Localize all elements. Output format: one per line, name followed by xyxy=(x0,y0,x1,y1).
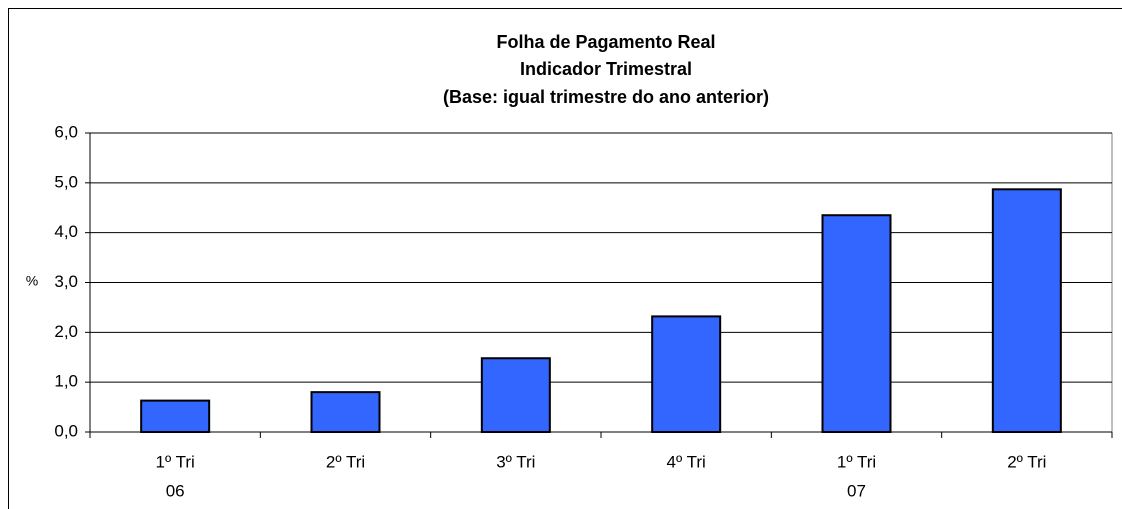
chart-subtitle: Indicador Trimestral xyxy=(520,59,692,79)
x-tick-label: 2º Tri xyxy=(1007,452,1046,471)
y-tick-label: 3,0 xyxy=(54,272,78,291)
x-tick-label: 3º Tri xyxy=(496,452,535,471)
bar xyxy=(140,399,211,434)
chart-border xyxy=(8,8,1122,509)
chart-subtitle: (Base: igual trimestre do ano anterior) xyxy=(443,87,769,107)
x-group-label: 07 xyxy=(847,481,866,500)
bar xyxy=(310,391,381,433)
y-tick-label: 6,0 xyxy=(54,122,78,141)
bar xyxy=(821,214,892,433)
x-group-label: 06 xyxy=(166,481,185,500)
bar xyxy=(991,188,1062,433)
x-tick-label: 4º Tri xyxy=(667,452,706,471)
y-tick-label: 5,0 xyxy=(54,172,78,191)
bar xyxy=(651,315,722,433)
y-tick-label: 4,0 xyxy=(54,222,78,241)
x-tick-label: 1º Tri xyxy=(837,452,876,471)
y-tick-label: 0,0 xyxy=(54,421,78,440)
x-tick-label: 2º Tri xyxy=(326,452,365,471)
x-tick-label: 1º Tri xyxy=(156,452,195,471)
y-tick-label: 1,0 xyxy=(54,372,78,391)
y-axis-label: % xyxy=(26,273,38,289)
bar xyxy=(480,357,551,434)
y-tick-label: 2,0 xyxy=(54,322,78,341)
chart-title: Folha de Pagamento Real xyxy=(496,32,715,52)
